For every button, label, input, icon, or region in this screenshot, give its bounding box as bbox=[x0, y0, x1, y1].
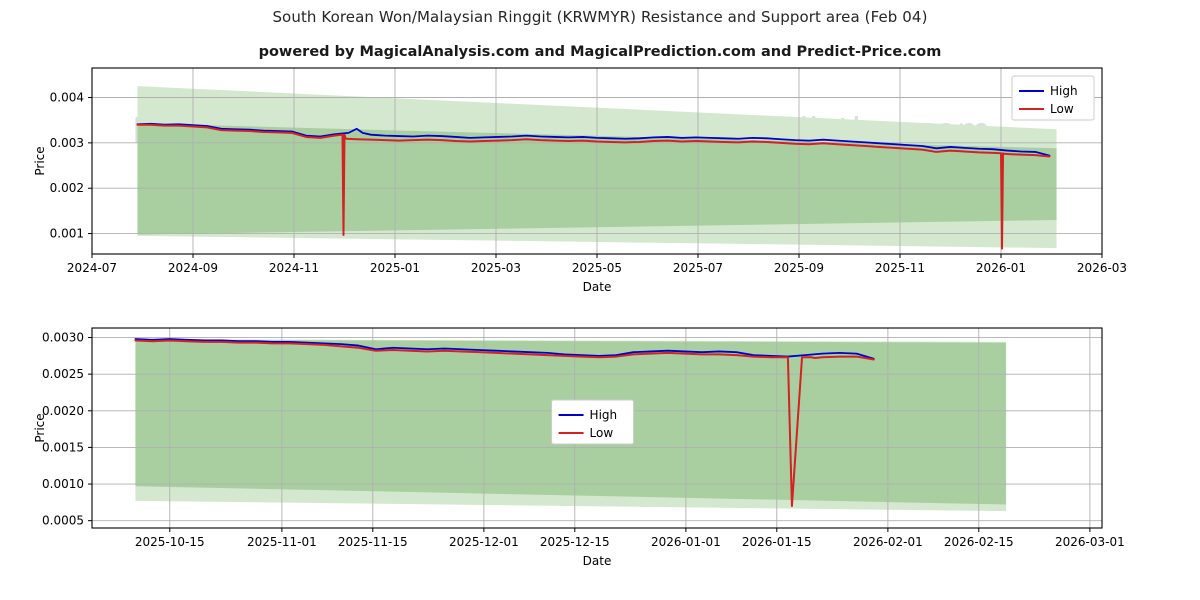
y-axis-tick-label: 0.0010 bbox=[42, 477, 84, 491]
y-axis-tick-label: 0.0015 bbox=[42, 440, 84, 454]
page-subtitle: powered by MagicalAnalysis.com and Magic… bbox=[258, 44, 942, 60]
x-axis-tick-label: 2025-11 bbox=[875, 261, 925, 275]
x-axis-tick-label: 2026-03 bbox=[1077, 261, 1127, 275]
y-axis-tick-label: 0.004 bbox=[50, 90, 84, 104]
x-axis-tick-label: 2025-07 bbox=[673, 261, 723, 275]
y-axis-tick-label: 0.001 bbox=[50, 227, 84, 241]
x-axis-tick-label: 2025-12-01 bbox=[449, 535, 519, 549]
x-axis-tick-label: 2026-01-01 bbox=[651, 535, 721, 549]
x-axis-title: Date bbox=[583, 554, 612, 568]
y-axis-tick-label: 0.0030 bbox=[42, 331, 84, 345]
x-axis-tick-label: 2025-11-01 bbox=[247, 535, 317, 549]
x-axis-tick-label: 2025-11-15 bbox=[338, 535, 408, 549]
series-line-high bbox=[136, 122, 1051, 157]
x-axis-title: Date bbox=[583, 280, 612, 294]
series-line-low bbox=[136, 123, 1051, 250]
page-title: South Korean Won/Malaysian Ringgit (KRWM… bbox=[272, 8, 928, 26]
x-axis-tick-label: 2024-07 bbox=[67, 261, 117, 275]
x-axis-tick-label: 2026-02-01 bbox=[853, 535, 923, 549]
x-axis-tick-label: 2026-03-01 bbox=[1055, 535, 1125, 549]
resistance-support-chart-zoomed: MagicalAnalysis.comMagicalPrediction.com… bbox=[0, 318, 1200, 600]
series-line-low bbox=[134, 339, 875, 508]
chart-legend: High Low bbox=[551, 399, 635, 445]
legend-label: Low bbox=[590, 426, 614, 440]
x-axis-tick-label: 2025-10-15 bbox=[135, 535, 205, 549]
legend-label: High bbox=[1050, 84, 1078, 98]
x-axis-tick-label: 2025-03 bbox=[471, 261, 521, 275]
legend-label: Low bbox=[1050, 102, 1074, 116]
resistance-support-chart-full-range: MagicalAnalysis.comMagicalPrediction.com… bbox=[0, 62, 1200, 312]
x-axis-tick-label: 2025-05 bbox=[572, 261, 622, 275]
y-axis-title: Price bbox=[33, 413, 47, 442]
x-axis-tick-label: 2024-11 bbox=[269, 261, 319, 275]
chart-legend: High Low bbox=[1011, 75, 1095, 121]
x-axis-tick-label: 2025-01 bbox=[370, 261, 420, 275]
y-axis-tick-label: 0.003 bbox=[50, 136, 84, 150]
y-axis-title: Price bbox=[33, 146, 47, 175]
x-axis-tick-label: 2025-12-15 bbox=[540, 535, 610, 549]
y-axis-tick-label: 0.0005 bbox=[42, 514, 84, 528]
y-axis-tick-label: 0.0020 bbox=[42, 404, 84, 418]
x-axis-tick-label: 2025-09 bbox=[774, 261, 824, 275]
x-axis-tick-label: 2026-01 bbox=[976, 261, 1026, 275]
x-axis-tick-label: 2024-09 bbox=[168, 261, 218, 275]
series-line-high bbox=[134, 338, 875, 360]
x-axis-tick-label: 2026-02-15 bbox=[944, 535, 1014, 549]
y-axis-tick-label: 0.0025 bbox=[42, 367, 84, 381]
legend-label: High bbox=[590, 408, 618, 422]
x-axis-tick-label: 2026-01-15 bbox=[742, 535, 812, 549]
y-axis-tick-label: 0.002 bbox=[50, 181, 84, 195]
